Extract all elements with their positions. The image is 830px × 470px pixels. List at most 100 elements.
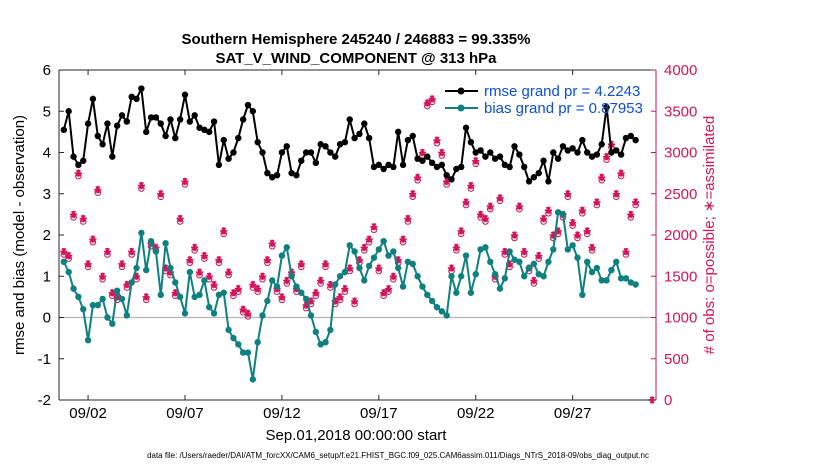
left-tick-label: 6	[43, 62, 51, 79]
obs-assimilated-point	[428, 95, 436, 103]
series-point	[123, 312, 131, 319]
series-point	[453, 165, 460, 173]
obs-assimilated-point	[103, 247, 112, 256]
series-point	[104, 314, 111, 321]
obs-assimilated-point	[195, 268, 204, 276]
series-point	[80, 157, 87, 164]
series-point	[210, 118, 218, 125]
obs-assimilated-point	[268, 239, 276, 247]
series-point	[80, 306, 87, 313]
series-point	[516, 258, 523, 266]
obs-assimilated-point	[433, 136, 441, 144]
obs-assimilated-point	[99, 272, 107, 280]
series-point	[346, 116, 353, 123]
obs-assimilated-point	[249, 280, 257, 289]
series-point	[613, 147, 620, 154]
series-point	[186, 118, 194, 125]
series-point	[559, 143, 567, 150]
series-point	[288, 273, 295, 280]
series-point	[540, 157, 547, 164]
obs-assimilated-point	[244, 309, 252, 317]
series-point	[428, 159, 436, 167]
series-point	[525, 264, 533, 272]
obs-assimilated-point	[627, 210, 635, 218]
left-tick-label: -1	[38, 351, 51, 368]
obs-assimilated-point	[481, 214, 490, 223]
series-point	[520, 163, 528, 171]
left-tick-label: 1	[43, 268, 51, 285]
series-point	[196, 124, 203, 131]
obs-assimilated-point	[229, 289, 238, 297]
series-point	[632, 281, 639, 288]
x-axis-label: Sep.01,2018 00:00:00 start	[266, 427, 448, 444]
series-point	[89, 301, 97, 309]
series-point	[249, 108, 257, 115]
series-point	[438, 308, 446, 315]
obs-assimilated-point	[118, 260, 126, 268]
series-point	[627, 132, 635, 140]
series-point	[317, 341, 324, 348]
obs-assimilated-point	[457, 227, 465, 235]
obs-assimilated-point	[89, 235, 97, 243]
series-point	[583, 258, 591, 266]
series-point	[380, 165, 387, 173]
obs-assimilated-point	[573, 231, 582, 239]
series-point	[574, 254, 581, 261]
series-point	[593, 264, 601, 272]
obs-assimilated-point	[239, 305, 247, 313]
legend-bias-label: bias grand pr = 0.87953	[484, 100, 643, 117]
obs-assimilated-point	[632, 198, 640, 206]
series-point	[462, 252, 470, 259]
right-tick-label: 3500	[664, 103, 697, 120]
series-point	[356, 130, 363, 138]
y-axis-right-label: # of obs: o=possible; ∗=assimilated	[701, 116, 718, 355]
series-point	[133, 264, 140, 272]
series-point	[298, 289, 305, 296]
series-point	[419, 157, 426, 164]
series-point	[443, 312, 450, 319]
series-point	[617, 151, 625, 158]
series-point	[94, 301, 101, 309]
series-point	[482, 244, 489, 251]
series-point	[365, 262, 373, 270]
obs-assimilated-point	[472, 157, 480, 165]
obs-assimilated-point	[496, 194, 504, 202]
series-point	[278, 149, 286, 156]
series-point	[341, 268, 349, 276]
series-point	[535, 270, 542, 278]
series-point	[525, 178, 533, 185]
series-point	[608, 266, 615, 274]
series-point	[593, 151, 601, 158]
series-point	[617, 275, 625, 282]
obs-assimilated-point	[137, 181, 145, 190]
series-point	[225, 155, 232, 162]
rmse-series	[60, 85, 639, 185]
obs-assimilated-point	[365, 235, 373, 243]
obs-assimilated-point	[297, 260, 305, 268]
series-point	[385, 252, 392, 259]
obs-assimilated-point	[258, 272, 267, 280]
obs-assimilated-point	[588, 243, 596, 251]
series-point	[327, 326, 334, 334]
obs-assimilated-point	[254, 285, 262, 293]
series-point	[201, 277, 208, 284]
obs-assimilated-point	[263, 256, 271, 264]
series-point	[167, 264, 174, 272]
series-point	[598, 141, 605, 148]
series-point	[259, 149, 266, 156]
series-point	[312, 328, 320, 336]
series-point	[438, 161, 446, 169]
series-point	[564, 147, 572, 154]
obs-assimilated-point	[215, 256, 223, 264]
right-tick-label: 4000	[664, 62, 697, 79]
legend-bias-marker	[457, 104, 465, 112]
series-point	[70, 285, 77, 292]
series-point	[176, 116, 184, 123]
series-point	[283, 143, 290, 150]
obs-assimilated-point	[69, 210, 78, 218]
obs-assimilated-point	[234, 285, 242, 293]
obs-assimilated-point	[564, 190, 572, 198]
series-point	[269, 277, 276, 284]
series-point	[506, 248, 513, 255]
series-point	[419, 283, 426, 290]
